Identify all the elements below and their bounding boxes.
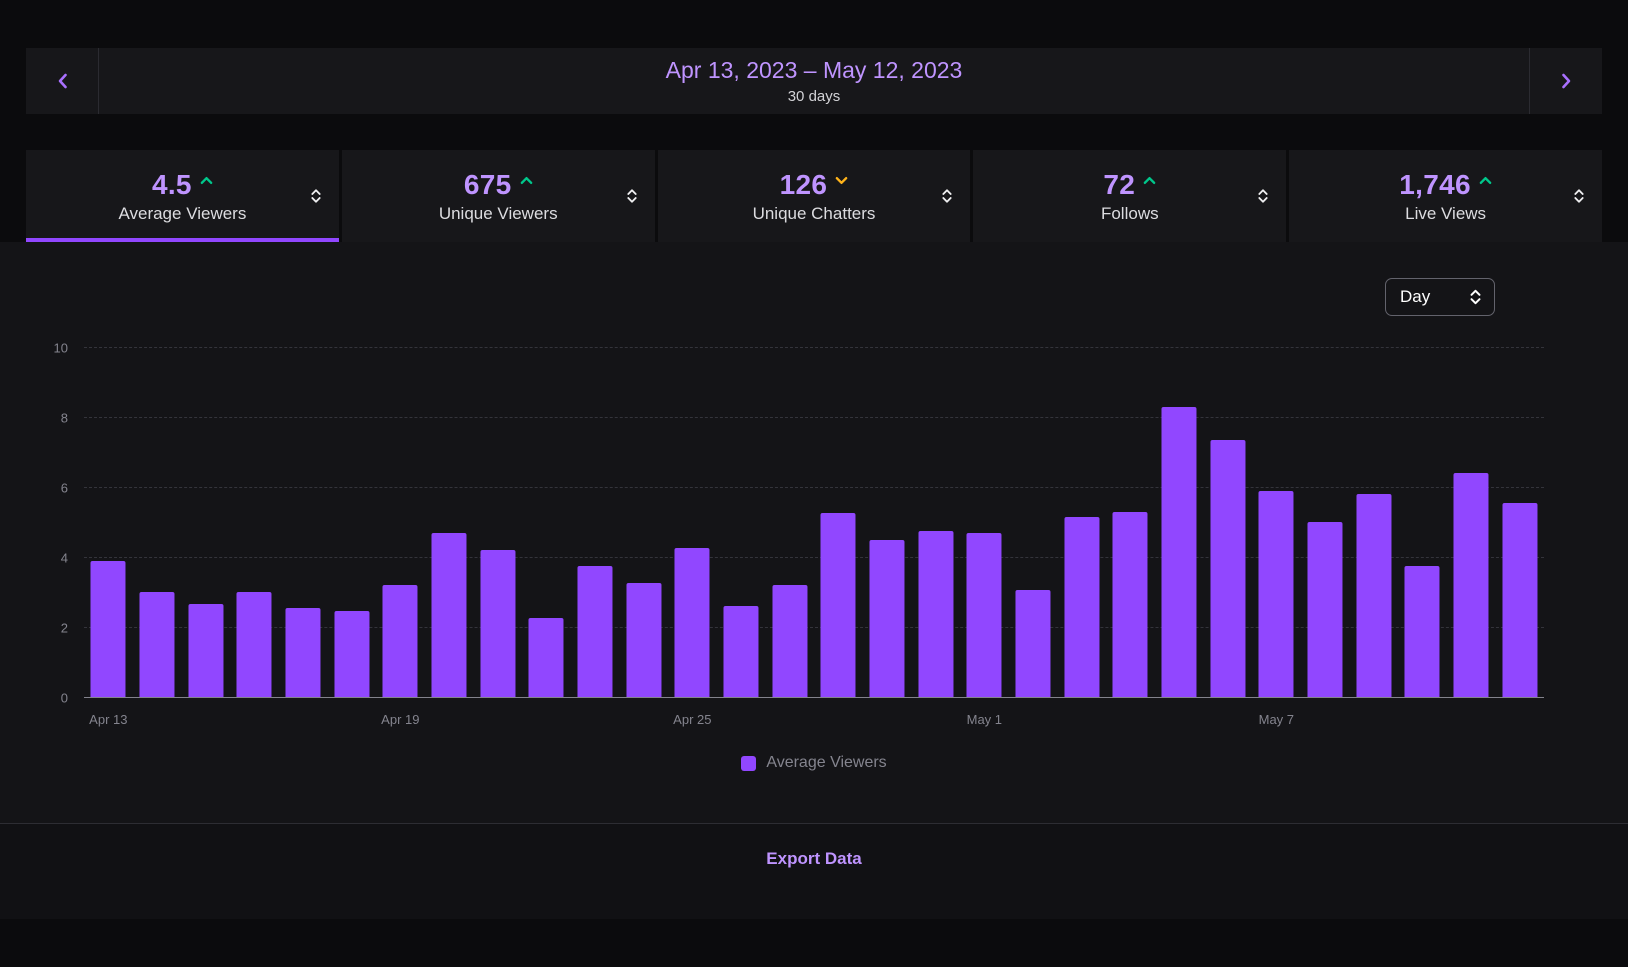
bar-apr-27[interactable] [772,585,808,697]
stat-value: 126 [779,168,828,200]
bar-chart: 0 2 4 6 8 10 Apr 13 Apr 19 Apr 25 May 1 May 7 [0,341,1628,727]
stat-tab-unique-viewers[interactable]: 675 Unique Viewers [341,150,655,242]
bar-apr-23[interactable] [577,565,613,697]
bar-apr-15[interactable] [188,604,224,697]
stat-label: Unique Viewers [438,203,558,223]
bar-may-10[interactable] [1404,565,1440,697]
stat-tab-content: 4.5 Average Viewers [118,169,246,224]
next-range-button[interactable] [1530,48,1602,114]
stat-tab-content: 72 Follows [1101,169,1159,224]
y-tick-label: 6 [60,480,68,496]
stat-tab-live-views[interactable]: 1,746 Live Views [1289,150,1602,242]
export-bar: Export Data [0,823,1628,919]
bar-apr-16[interactable] [236,592,272,697]
stats-tabs: 4.5 Average Viewers 675 Unique Viewers 126 Un… [26,150,1602,242]
bar-apr-19[interactable] [382,585,418,697]
bar-may-9[interactable] [1356,494,1392,697]
date-range-display: Apr 13, 2023 – May 12, 2023 30 days [98,48,1530,114]
stat-tab-content: 675 Unique Viewers [439,169,558,224]
x-tick-label: Apr 19 [381,712,420,727]
trend-up-icon [1143,176,1156,184]
chevron-right-icon [1561,73,1572,89]
stat-value: 4.5 [151,168,192,200]
chevron-left-icon [57,73,68,89]
trend-up-icon [200,176,213,184]
bar-apr-28[interactable] [820,513,856,697]
bar-may-6[interactable] [1210,439,1246,697]
plot-area: Apr 13 Apr 19 Apr 25 May 1 May 7 [84,347,1544,727]
chart-legend: Average Viewers [0,754,1628,772]
y-tick-label: 8 [60,410,68,426]
bar-apr-13[interactable] [90,560,126,697]
gridline-6 [84,487,1544,488]
stat-value: 1,746 [1399,168,1471,200]
bar-apr-29[interactable] [869,539,905,697]
export-data-link[interactable]: Export Data [766,849,862,868]
bar-may-2[interactable] [1015,590,1051,697]
bar-apr-22[interactable] [528,618,564,697]
trend-up-icon [520,176,532,184]
up-down-chevrons-icon[interactable] [1257,188,1269,205]
bar-may-12[interactable] [1502,502,1538,697]
date-range-subtitle: 30 days [787,88,841,105]
x-tick-label: May 7 [1258,712,1295,727]
bar-may-11[interactable] [1453,473,1489,697]
legend-label: Average Viewers [766,754,887,771]
stat-tab-unique-chatters[interactable]: 126 Unique Chatters [657,150,971,242]
x-tick-label: May 1 [966,712,1003,727]
gridline-0 [84,697,1544,698]
stat-tab-follows[interactable]: 72 Follows [973,150,1287,242]
bar-may-5[interactable] [1161,406,1197,697]
stat-tab-average-viewers[interactable]: 4.5 Average Viewers [26,150,339,242]
gridline-8 [84,417,1544,418]
y-tick-label: 2 [60,620,68,636]
stat-tab-content: 126 Unique Chatters [753,169,876,224]
bar-apr-25[interactable] [674,548,710,697]
up-down-chevrons-icon[interactable] [941,188,953,205]
bar-apr-14[interactable] [139,592,175,697]
up-down-chevrons-icon [1469,288,1482,306]
bar-apr-21[interactable] [480,550,516,697]
gridline-2 [84,627,1544,628]
stat-tab-content: 1,746 Live Views [1399,169,1492,224]
interval-row: Day [0,278,1628,316]
bar-apr-24[interactable] [626,583,662,697]
bar-apr-20[interactable] [431,532,467,697]
interval-select[interactable]: Day [1385,278,1495,316]
gridline-10 [84,347,1544,348]
bar-apr-17[interactable] [285,607,321,697]
stat-label: Live Views [1405,203,1487,223]
up-down-chevrons-icon[interactable] [626,188,638,205]
interval-select-value: Day [1400,287,1431,306]
trend-down-icon [835,176,848,184]
bar-apr-30[interactable] [918,530,954,697]
chart-panel: Day 0 2 4 6 8 10 Apr 13 Apr 19 Apr 25 May 1 May 7… [0,242,1628,823]
gridline-4 [84,557,1544,558]
prev-range-button[interactable] [26,48,98,114]
stat-label: Average Viewers [118,203,247,223]
stat-value: 72 [1103,168,1136,200]
bar-apr-26[interactable] [723,606,759,697]
up-down-chevrons-icon[interactable] [1573,188,1585,205]
date-range-title: Apr 13, 2023 – May 12, 2023 [665,57,963,83]
date-range-navigator: Apr 13, 2023 – May 12, 2023 30 days [26,48,1602,114]
stat-label: Follows [1100,203,1159,223]
stat-label: Unique Chatters [752,203,876,223]
bar-may-4[interactable] [1112,511,1148,697]
y-axis: 0 2 4 6 8 10 [0,341,84,706]
trend-up-icon [1479,176,1492,184]
x-tick-label: Apr 13 [89,712,128,727]
x-tick-label: Apr 25 [673,712,712,727]
stat-value: 675 [463,168,512,200]
legend-swatch [741,755,757,771]
bar-may-3[interactable] [1064,516,1100,697]
bar-may-8[interactable] [1307,522,1343,697]
y-tick-label: 10 [53,340,68,356]
up-down-chevrons-icon[interactable] [310,188,322,205]
y-tick-label: 4 [60,550,68,566]
bar-may-1[interactable] [966,532,1002,697]
bar-apr-18[interactable] [334,611,370,697]
bar-may-7[interactable] [1258,490,1294,697]
y-tick-label: 0 [60,690,68,706]
